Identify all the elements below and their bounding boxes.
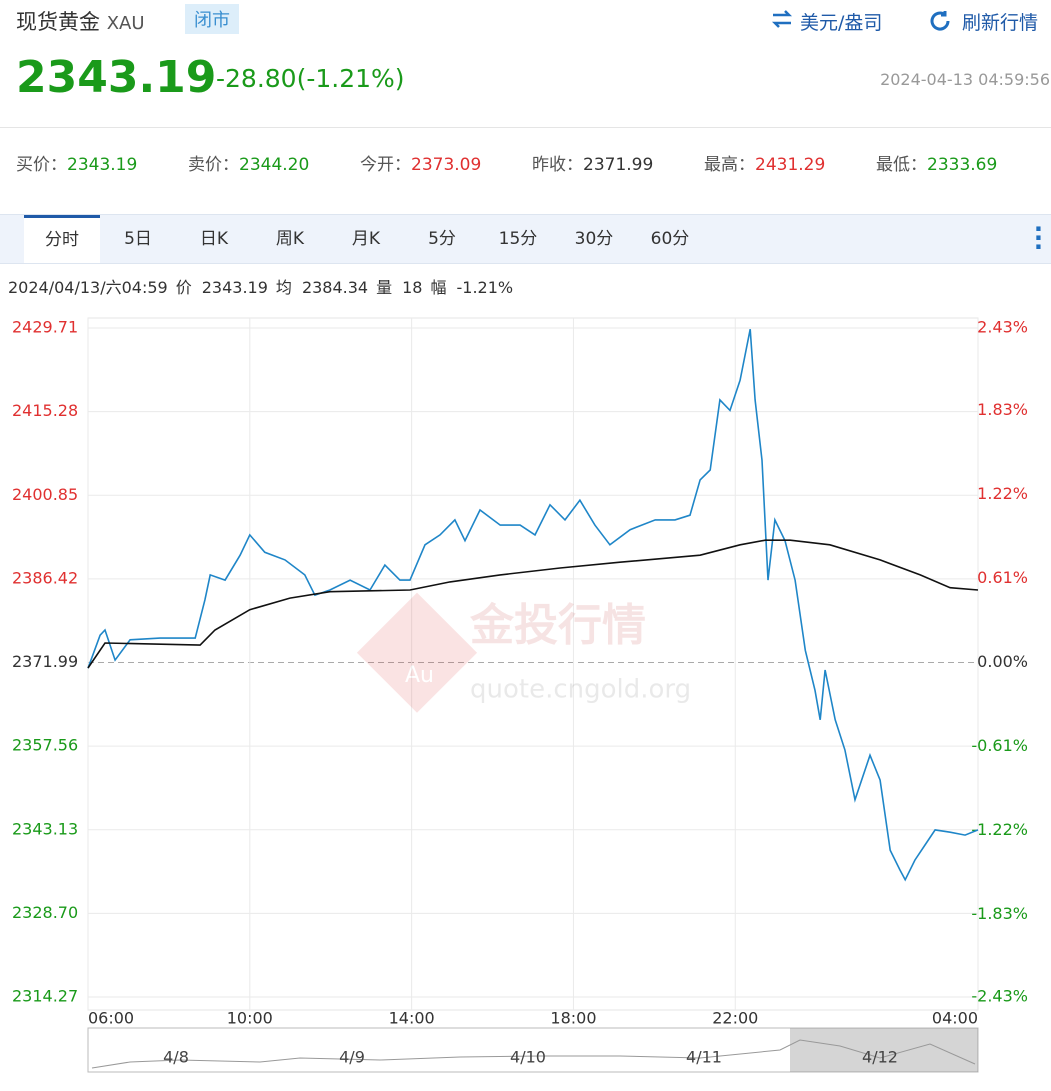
- plot-frame: [87, 317, 979, 1011]
- y-tick-label: 2400.85: [12, 485, 78, 504]
- info-item: 2024/04/13/六04:59: [8, 278, 168, 297]
- tab[interactable]: 5日: [124, 229, 152, 249]
- x-tick-label: 14:00: [389, 1009, 435, 1028]
- info-item: 均: [275, 278, 292, 297]
- watermark-badge-bg: [356, 592, 478, 713]
- y2-tick-label: -1.83%: [971, 904, 1028, 923]
- tab[interactable]: 日K: [199, 229, 229, 249]
- quote-label: 最低：: [876, 155, 927, 175]
- quote-label: 昨收：: [532, 155, 583, 175]
- average-line: [87, 539, 979, 669]
- quote-value: 2344.20: [239, 155, 310, 175]
- divider: [0, 127, 1051, 128]
- quote: 买价：2343.19: [16, 150, 137, 175]
- watermark-site: quote.cngold.org: [470, 675, 691, 705]
- x-tick-label: 10:00: [227, 1009, 273, 1028]
- y-tick-label: 2343.13: [12, 819, 78, 838]
- navigator-label: 4/8: [163, 1048, 189, 1067]
- x-tick-label: 18:00: [550, 1009, 596, 1028]
- grid: [87, 317, 979, 1011]
- watermark-badge: Au: [405, 663, 434, 688]
- tab[interactable]: 周K: [275, 229, 305, 249]
- quote-value: 2371.99: [583, 155, 654, 175]
- quote-label: 今开：: [360, 155, 411, 175]
- navigator-label: 4/12: [862, 1048, 898, 1067]
- y2-tick-label: 0.00%: [977, 652, 1028, 671]
- y2-tick-label: 2.43%: [977, 318, 1028, 337]
- navigator-label: 4/9: [339, 1048, 365, 1067]
- tab[interactable]: 月K: [351, 229, 381, 249]
- quote-label: 最高：: [704, 155, 755, 175]
- x-tick-label: 06:00: [88, 1009, 134, 1028]
- title: 现货黄金 XAU: [16, 6, 145, 36]
- quote: 最低：2333.69: [876, 150, 997, 175]
- y-tick-label: 2371.99: [12, 652, 78, 671]
- more-menu[interactable]: · · ·: [1033, 215, 1043, 261]
- x-tick-label: 04:00: [932, 1009, 978, 1028]
- y2-tick-label: -2.43%: [971, 987, 1028, 1006]
- y2-tick-label: 1.22%: [977, 484, 1028, 503]
- info-line: 2024/04/13/六04:59 价 2343.19 均 2384.34 量 18 幅 -1.…: [8, 274, 521, 298]
- y-tick-label: 2328.70: [12, 903, 78, 922]
- y2-tick-label: 0.61%: [977, 568, 1028, 587]
- y2-tick-label: 1.83%: [977, 400, 1028, 419]
- swap-icon: [771, 10, 793, 28]
- info-item: 价: [175, 278, 192, 297]
- time: 2024-04-13 04:59:56: [880, 70, 1050, 89]
- info-item: -1.21%: [456, 278, 514, 297]
- watermark-brand: 金投行情: [469, 600, 646, 651]
- navigator: [87, 1027, 979, 1073]
- refresh-link[interactable]: 刷新行情: [962, 12, 1039, 34]
- y-tick-label: 2314.27: [12, 987, 78, 1006]
- quote: 今开：2373.09: [360, 150, 481, 175]
- y-tick-label: 2429.71: [12, 318, 78, 337]
- y-tick-label: 2357.56: [12, 736, 78, 755]
- quote-value: 2333.69: [927, 155, 998, 175]
- y2-tick-label: -0.61%: [971, 736, 1028, 755]
- quote: 卖价：2344.20: [188, 150, 309, 175]
- unit-link[interactable]: 美元/盎司: [800, 12, 883, 34]
- y2-tick-label: -1.22%: [971, 820, 1028, 839]
- info-item: 2384.34: [301, 278, 369, 297]
- tab-bar: · · · 分时 5日 日K 周K 月K 5分 15分 30分 60分: [0, 214, 1051, 264]
- navigator-label: 4/10: [510, 1048, 546, 1067]
- y-tick-label: 2386.42: [12, 568, 78, 587]
- info-item: 18: [402, 278, 423, 297]
- title-name: 现货黄金: [16, 10, 100, 34]
- tab[interactable]: 分时: [24, 215, 100, 263]
- price: 2343.19: [16, 52, 217, 103]
- navigator-label: 4/11: [686, 1048, 722, 1067]
- quote-value: 2343.19: [67, 155, 138, 175]
- quote: 最高：2431.29: [704, 150, 825, 175]
- change: -28.80(-1.21%): [216, 64, 405, 93]
- info-item: 量: [376, 278, 393, 297]
- code: XAU: [106, 13, 145, 34]
- x-tick-label: 22:00: [712, 1009, 758, 1028]
- status: 闭市: [185, 4, 239, 34]
- quote-label: 买价：: [16, 155, 67, 175]
- tab[interactable]: 5分: [428, 229, 456, 249]
- quote: 昨收：2371.99: [532, 150, 653, 175]
- tab[interactable]: 15分: [498, 229, 538, 249]
- info-item: 2343.19: [201, 278, 268, 297]
- tab[interactable]: 60分: [650, 229, 690, 249]
- tab[interactable]: 30分: [574, 229, 614, 249]
- navigator-line: [91, 1039, 976, 1069]
- info-item: 幅: [430, 278, 447, 297]
- quote-value: 2373.09: [411, 155, 482, 175]
- refresh-icon: [930, 11, 950, 31]
- watermark: Au 金投行情 quote.cngold.org: [356, 592, 691, 713]
- y-tick-label: 2415.28: [12, 401, 78, 420]
- navigator-window[interactable]: [790, 1028, 978, 1072]
- price-line: [87, 329, 979, 882]
- quote-value: 2431.29: [755, 155, 826, 175]
- quote-label: 卖价：: [188, 155, 239, 175]
